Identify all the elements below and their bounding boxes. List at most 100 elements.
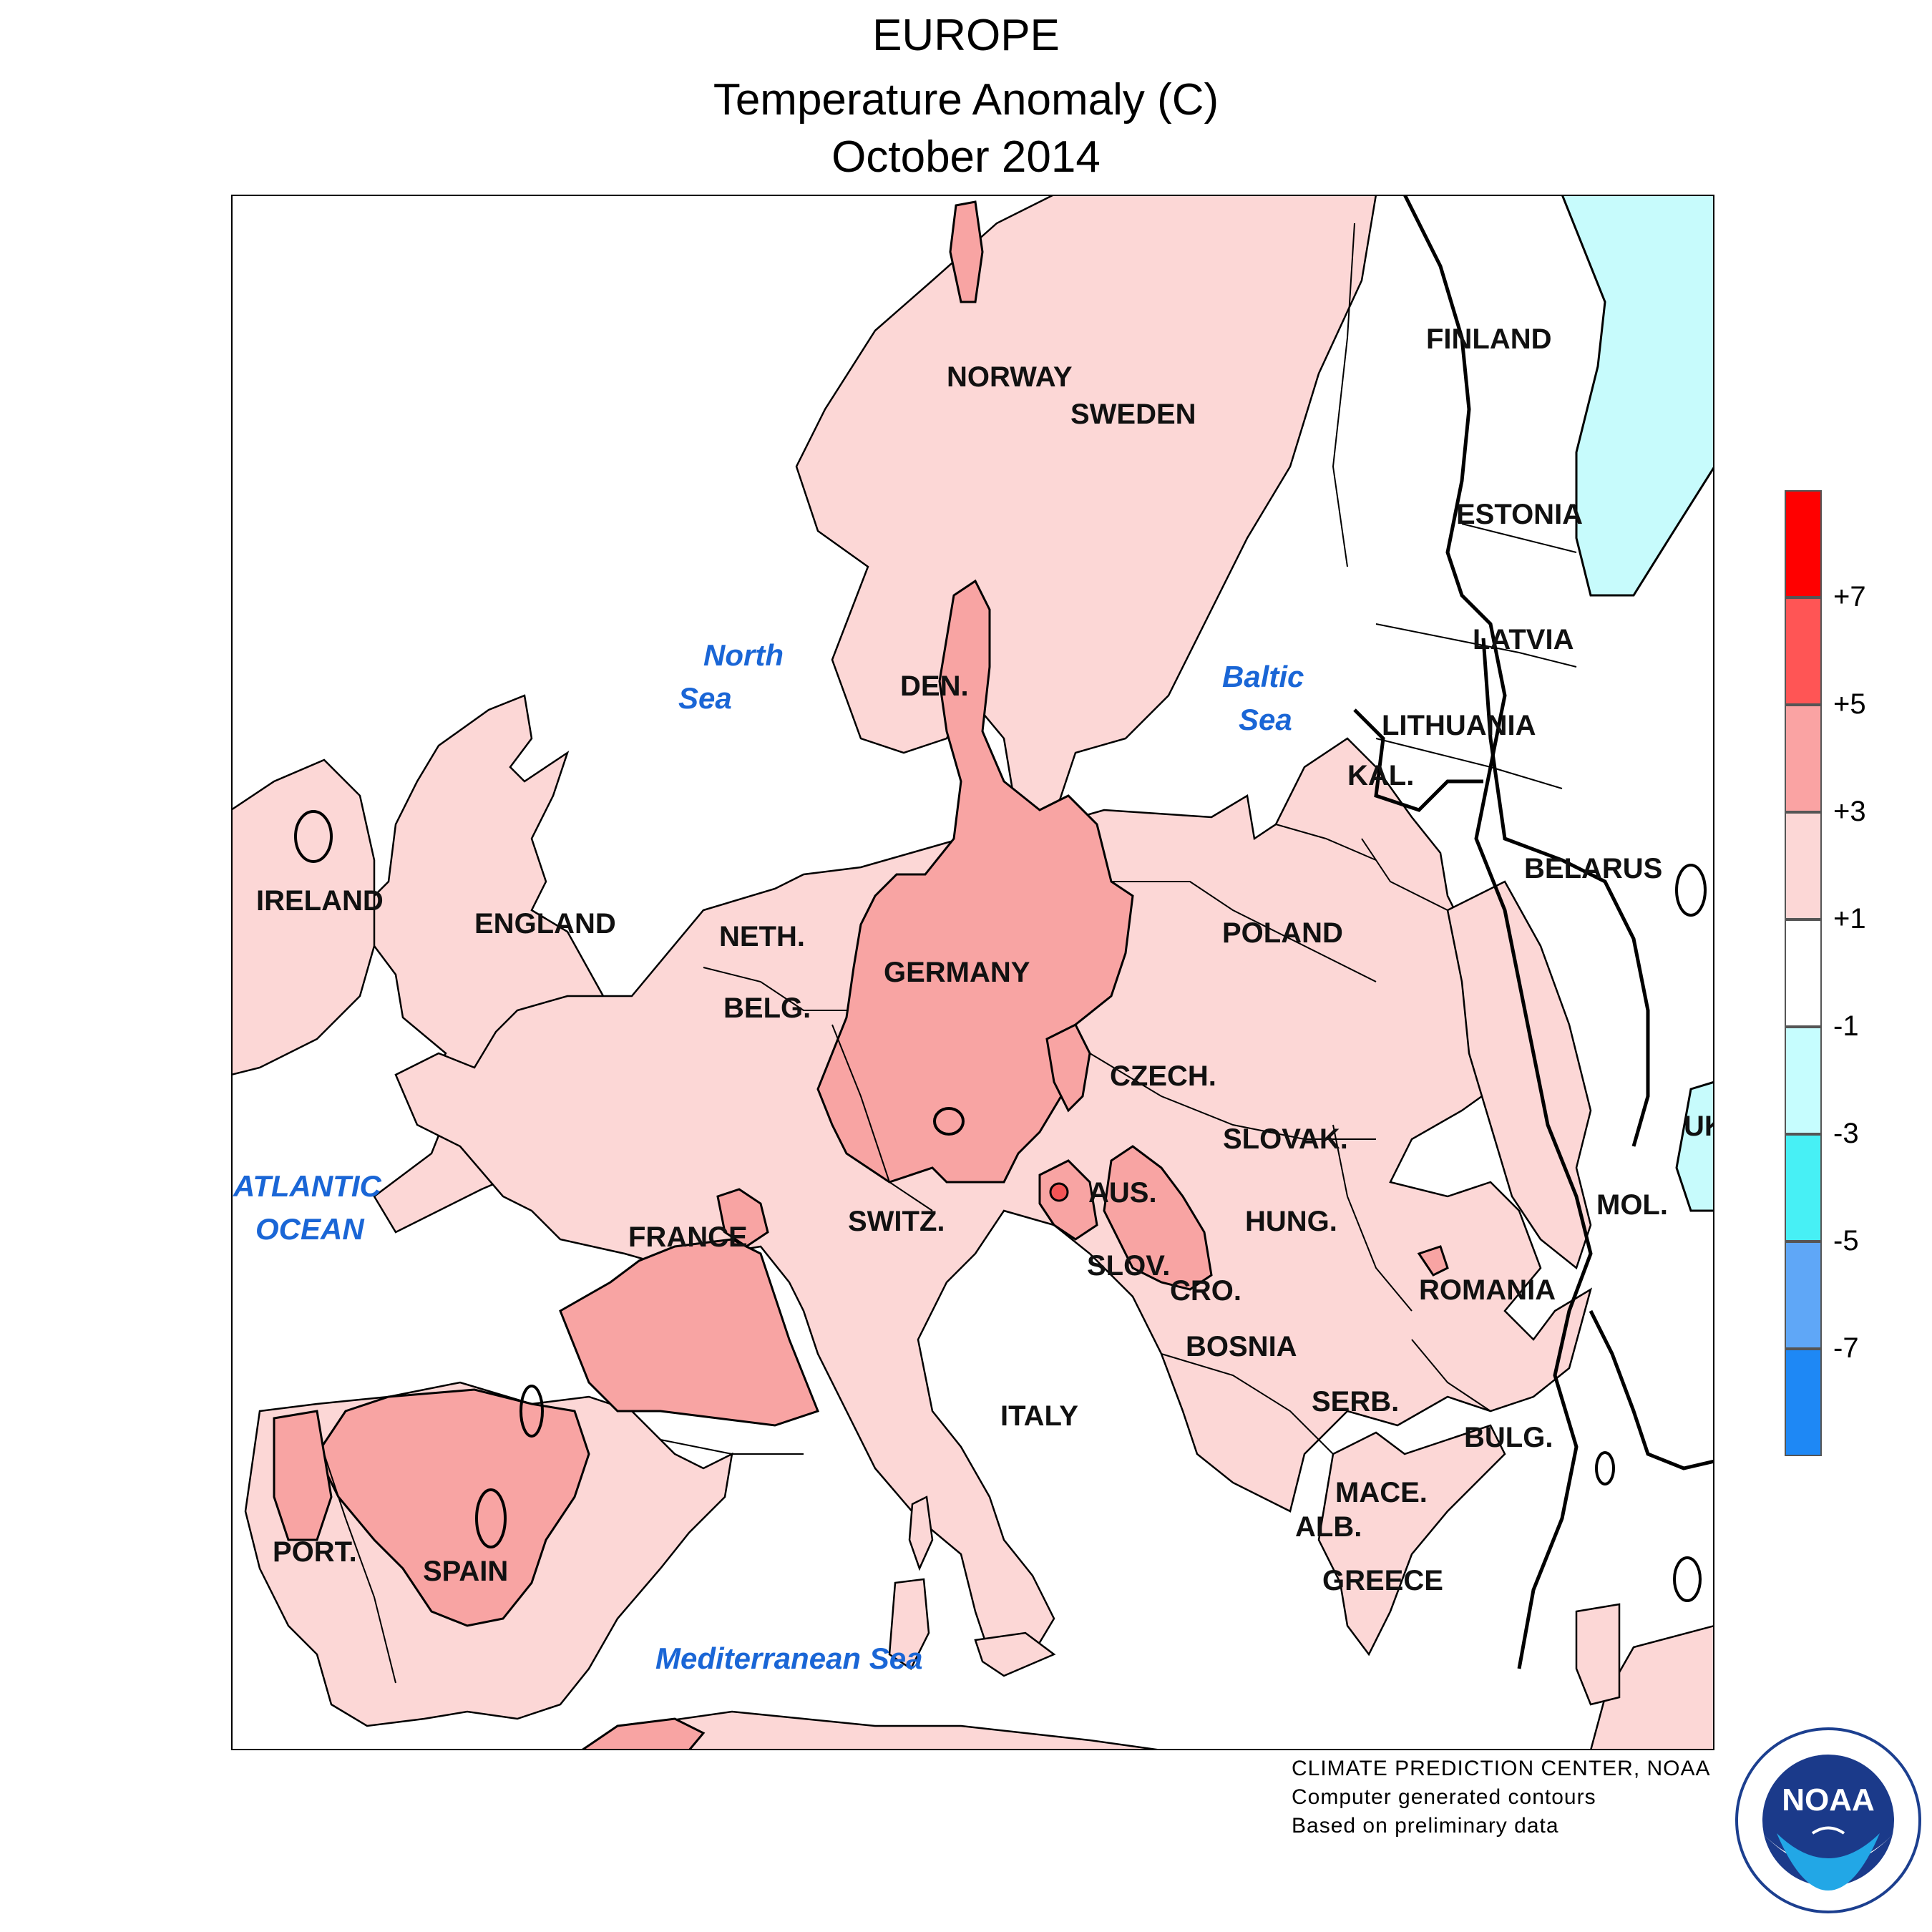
label-north-sea-2: Sea (678, 681, 732, 715)
label-baltic-sea-2: Sea (1239, 703, 1292, 736)
label-moldova: MOL. (1596, 1189, 1668, 1221)
label-switzerland: SWITZ. (848, 1206, 945, 1237)
anomaly-5-7-spot (1049, 1182, 1069, 1202)
anomaly-negative-regions (1561, 195, 1714, 1212)
credit-source: CLIMATE PREDICTION CENTER, NOAA (1292, 1757, 1711, 1780)
label-greece: GREECE (1322, 1565, 1443, 1596)
label-atlantic-2: OCEAN (255, 1212, 365, 1246)
contour-balkan (1589, 1309, 1714, 1470)
anomaly-3-5-regions (273, 200, 1449, 1750)
label-czech: CZECH. (1110, 1060, 1216, 1092)
label-spain: SPAIN (423, 1556, 508, 1587)
label-slovenia: SLOV. (1087, 1250, 1170, 1282)
contour-lithuania (1353, 708, 1483, 812)
region-france-east (716, 1188, 769, 1248)
credit-preliminary: Based on preliminary data (1292, 1814, 1559, 1838)
country-borders (323, 223, 1577, 1684)
noaa-logo-text: NOAA (1782, 1782, 1875, 1818)
region-ireland (231, 758, 376, 1076)
label-kaliningrad: KAL. (1347, 760, 1414, 791)
label-mediterranean: Mediterranean Sea (655, 1641, 923, 1675)
label-romania: ROMANIA (1419, 1274, 1556, 1306)
legend-label-minus3: -3 (1833, 1118, 1859, 1149)
legend-swatch-1-3 (1785, 812, 1822, 919)
label-austria: AUS. (1088, 1177, 1157, 1209)
noaa-logo: NOAA (1734, 1726, 1923, 1916)
label-england: ENGLAND (474, 908, 616, 940)
color-legend (1785, 490, 1822, 1456)
legend-swatch-neg5-neg7 (1785, 1241, 1822, 1349)
legend-label-plus5: +5 (1833, 688, 1866, 720)
legend-swatch-neg1-neg3 (1785, 1027, 1822, 1134)
legend-swatch-above-7 (1785, 490, 1822, 597)
label-atlantic-1: ATLANTIC (233, 1169, 382, 1203)
contour-east-2 (1481, 638, 1650, 1147)
legend-swatch-below-neg7 (1785, 1349, 1822, 1456)
region-austria-slov (1103, 1145, 1213, 1291)
region-russia-cold (1561, 195, 1714, 597)
label-germany: GERMANY (884, 957, 1030, 988)
label-poland: POLAND (1222, 917, 1343, 949)
label-baltic-sea-1: Baltic (1222, 660, 1304, 693)
label-north-sea-1: North (703, 638, 784, 672)
country-labels: NORWAY SWEDEN FINLAND ESTONIA LATVIA LIT… (256, 323, 1714, 1596)
label-lithuania: LITHUANIA (1382, 710, 1536, 741)
region-sicily (974, 1631, 1056, 1677)
legend-label-plus1: +1 (1833, 903, 1866, 935)
contour-loops (294, 810, 1707, 1602)
region-balkans (1317, 1424, 1506, 1657)
label-belgium: BELG. (723, 992, 811, 1024)
map-title-region: EUROPE (872, 11, 1060, 60)
label-netherlands: NETH. (719, 921, 805, 952)
region-sardinia (888, 1578, 930, 1670)
region-north-africa-spot (580, 1717, 706, 1750)
region-france-south (559, 1238, 819, 1427)
label-italy: ITALY (1000, 1400, 1078, 1432)
region-crete (1575, 1603, 1621, 1706)
map-title-variable: Temperature Anomaly (C) (713, 75, 1219, 125)
map-title-period: October 2014 (831, 132, 1101, 182)
map-frame (231, 195, 1714, 1750)
credit-contours: Computer generated contours (1292, 1785, 1596, 1809)
label-latvia: LATVIA (1473, 624, 1574, 655)
region-ukraine-cold (1675, 1080, 1714, 1212)
region-norway-peak (949, 200, 984, 303)
label-ukraine: UK (1684, 1111, 1714, 1142)
legend-label-minus5: -5 (1833, 1225, 1859, 1257)
region-iberia-center (316, 1388, 590, 1627)
contour-lines (1353, 195, 1714, 1669)
region-corsica (908, 1496, 934, 1571)
contour-east-1 (1402, 195, 1593, 1669)
legend-label-plus7: +7 (1833, 581, 1866, 613)
label-hungary: HUNG. (1245, 1206, 1337, 1237)
label-bulgaria: BULG. (1464, 1422, 1553, 1453)
region-ukraine-romania (1446, 880, 1592, 1270)
legend-swatch-3-5 (1785, 705, 1822, 812)
label-finland: FINLAND (1426, 323, 1552, 355)
legend-swatch-neutral (1785, 919, 1822, 1027)
label-portugal: PORT. (273, 1536, 357, 1568)
region-romania-spot (1417, 1245, 1449, 1277)
label-belarus: BELARUS (1524, 853, 1662, 884)
label-serbia: SERB. (1312, 1386, 1399, 1418)
region-alps-left (1038, 1159, 1098, 1241)
label-france: FRANCE (628, 1221, 748, 1253)
legend-label-minus7: -7 (1833, 1332, 1859, 1364)
label-albania: ALB. (1295, 1511, 1362, 1543)
label-slovakia: SLOVAK. (1223, 1123, 1348, 1155)
region-denmark-germany (816, 579, 1134, 1184)
label-macedonia: MACE. (1335, 1477, 1428, 1508)
label-denmark: DEN. (900, 670, 969, 702)
region-continent (394, 737, 1593, 1656)
label-sweden: SWEDEN (1070, 399, 1196, 430)
legend-swatch-neg3-neg5 (1785, 1134, 1822, 1241)
label-croatia: CRO. (1170, 1275, 1241, 1307)
legend-label-plus3: +3 (1833, 796, 1866, 827)
label-ireland: IRELAND (256, 885, 384, 917)
label-estonia: ESTONIA (1456, 499, 1583, 530)
region-portugal (273, 1410, 333, 1541)
legend-swatch-5-7 (1785, 597, 1822, 705)
legend-label-minus1: -1 (1833, 1010, 1859, 1042)
anomaly-map: NORWAY SWEDEN FINLAND ESTONIA LATVIA LIT… (231, 195, 1714, 1750)
sea-labels: North Sea Baltic Sea ATLANTIC OCEAN Medi… (233, 638, 1304, 1675)
